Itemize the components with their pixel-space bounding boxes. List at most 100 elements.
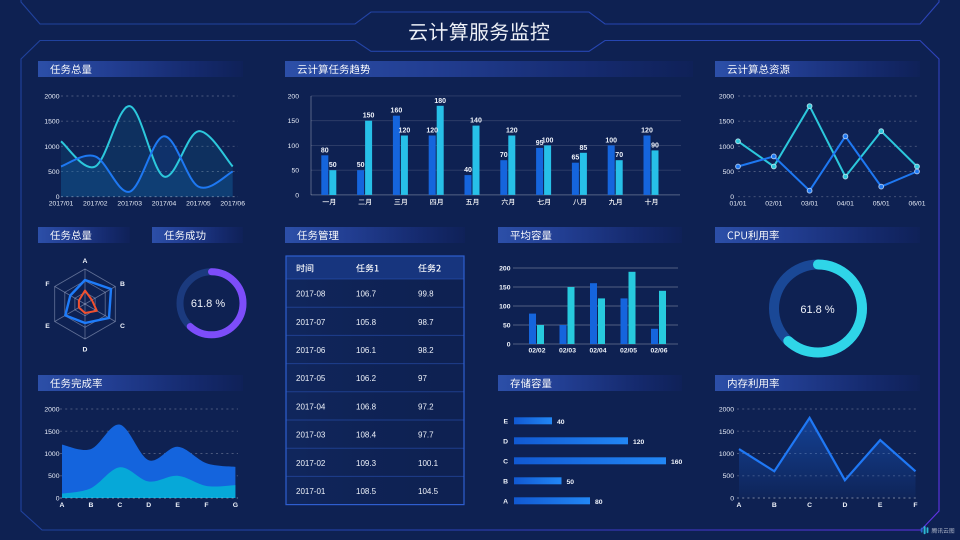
svg-text:106.1: 106.1 bbox=[356, 346, 377, 355]
svg-text:99.8: 99.8 bbox=[418, 290, 434, 299]
svg-text:109.3: 109.3 bbox=[356, 459, 377, 468]
svg-text:1500: 1500 bbox=[44, 429, 59, 436]
svg-text:1000: 1000 bbox=[44, 451, 59, 458]
svg-text:2000: 2000 bbox=[719, 94, 734, 101]
svg-text:0: 0 bbox=[507, 342, 511, 349]
svg-text:100: 100 bbox=[605, 137, 617, 144]
svg-text:200: 200 bbox=[499, 266, 511, 273]
svg-text:2000: 2000 bbox=[719, 407, 734, 414]
svg-text:1000: 1000 bbox=[719, 451, 734, 458]
svg-text:160: 160 bbox=[391, 108, 403, 115]
svg-text:500: 500 bbox=[723, 473, 735, 480]
svg-text:02/05: 02/05 bbox=[620, 348, 637, 355]
svg-text:50: 50 bbox=[357, 162, 365, 169]
svg-text:E: E bbox=[175, 502, 180, 509]
svg-text:0: 0 bbox=[56, 496, 60, 503]
svg-text:1000: 1000 bbox=[44, 144, 59, 151]
svg-text:100: 100 bbox=[499, 304, 511, 311]
svg-text:500: 500 bbox=[48, 473, 60, 480]
svg-text:105.8: 105.8 bbox=[356, 318, 377, 327]
svg-text:01/01: 01/01 bbox=[729, 201, 746, 208]
svg-text:106.8: 106.8 bbox=[356, 402, 377, 411]
svg-text:D: D bbox=[842, 502, 847, 509]
svg-text:D: D bbox=[83, 347, 88, 354]
svg-text:70: 70 bbox=[500, 152, 508, 159]
svg-text:1500: 1500 bbox=[44, 119, 59, 126]
svg-text:06/01: 06/01 bbox=[908, 201, 925, 208]
svg-text:2017-05: 2017-05 bbox=[296, 374, 326, 383]
svg-text:120: 120 bbox=[641, 128, 653, 135]
svg-text:F: F bbox=[913, 502, 917, 509]
svg-text:61.8 %: 61.8 % bbox=[191, 298, 225, 310]
svg-text:0: 0 bbox=[730, 496, 734, 503]
svg-text:B: B bbox=[503, 478, 508, 485]
svg-text:120: 120 bbox=[633, 439, 645, 446]
svg-text:1500: 1500 bbox=[719, 119, 734, 126]
svg-text:80: 80 bbox=[321, 147, 329, 154]
svg-text:2017-03: 2017-03 bbox=[296, 431, 326, 440]
svg-text:50: 50 bbox=[291, 168, 299, 175]
svg-text:0: 0 bbox=[730, 194, 734, 201]
svg-text:02/06: 02/06 bbox=[650, 348, 667, 355]
svg-text:2017/03: 2017/03 bbox=[117, 201, 142, 208]
svg-text:05/01: 05/01 bbox=[873, 201, 890, 208]
svg-text:02/01: 02/01 bbox=[765, 201, 782, 208]
svg-text:500: 500 bbox=[48, 169, 60, 176]
svg-text:98.2: 98.2 bbox=[418, 346, 434, 355]
svg-text:A: A bbox=[503, 498, 508, 505]
svg-text:B: B bbox=[772, 502, 777, 509]
svg-text:97.2: 97.2 bbox=[418, 402, 434, 411]
svg-text:160: 160 bbox=[671, 459, 683, 466]
svg-text:95: 95 bbox=[536, 140, 544, 147]
svg-text:E: E bbox=[878, 502, 883, 509]
svg-text:2017/01: 2017/01 bbox=[49, 201, 74, 208]
svg-text:2017-06: 2017-06 bbox=[296, 346, 326, 355]
svg-text:C: C bbox=[807, 502, 812, 509]
svg-text:2000: 2000 bbox=[44, 94, 59, 101]
svg-text:97.7: 97.7 bbox=[418, 431, 434, 440]
svg-text:150: 150 bbox=[288, 118, 300, 125]
svg-text:70: 70 bbox=[615, 152, 623, 159]
svg-text:65: 65 bbox=[572, 155, 580, 162]
svg-text:150: 150 bbox=[499, 285, 511, 292]
svg-text:120: 120 bbox=[399, 128, 411, 135]
svg-text:120: 120 bbox=[506, 128, 518, 135]
svg-text:100.1: 100.1 bbox=[418, 459, 439, 468]
svg-text:2017-04: 2017-04 bbox=[296, 402, 326, 411]
svg-text:98.7: 98.7 bbox=[418, 318, 434, 327]
svg-text:106.2: 106.2 bbox=[356, 374, 377, 383]
svg-text:100: 100 bbox=[288, 143, 300, 150]
svg-text:B: B bbox=[120, 281, 125, 288]
svg-text:90: 90 bbox=[651, 142, 659, 149]
svg-text:F: F bbox=[204, 502, 208, 509]
svg-text:2000: 2000 bbox=[44, 407, 59, 414]
svg-text:50: 50 bbox=[567, 479, 575, 486]
svg-text:2017-08: 2017-08 bbox=[296, 290, 326, 299]
svg-text:2017/05: 2017/05 bbox=[186, 201, 211, 208]
svg-text:02/02: 02/02 bbox=[528, 348, 545, 355]
svg-text:1000: 1000 bbox=[719, 144, 734, 151]
svg-text:02/03: 02/03 bbox=[559, 348, 576, 355]
svg-text:40: 40 bbox=[557, 419, 565, 426]
svg-text:C: C bbox=[120, 323, 125, 330]
svg-text:108.5: 108.5 bbox=[356, 487, 377, 496]
svg-text:E: E bbox=[45, 323, 50, 330]
svg-text:97: 97 bbox=[418, 374, 427, 383]
svg-text:F: F bbox=[45, 281, 49, 288]
svg-text:0: 0 bbox=[295, 192, 299, 199]
svg-text:1500: 1500 bbox=[719, 429, 734, 436]
svg-text:A: A bbox=[83, 258, 88, 265]
svg-text:40: 40 bbox=[464, 167, 472, 174]
svg-text:D: D bbox=[503, 438, 508, 445]
svg-text:C: C bbox=[503, 458, 508, 465]
svg-text:C: C bbox=[117, 502, 122, 509]
svg-text:2017/06: 2017/06 bbox=[220, 201, 245, 208]
svg-text:108.4: 108.4 bbox=[356, 431, 377, 440]
svg-text:85: 85 bbox=[580, 145, 588, 152]
svg-text:50: 50 bbox=[503, 323, 511, 330]
svg-text:G: G bbox=[233, 502, 238, 509]
svg-text:0: 0 bbox=[56, 194, 60, 201]
svg-text:104.5: 104.5 bbox=[418, 487, 439, 496]
svg-text:A: A bbox=[737, 502, 742, 509]
svg-text:2017-02: 2017-02 bbox=[296, 459, 326, 468]
